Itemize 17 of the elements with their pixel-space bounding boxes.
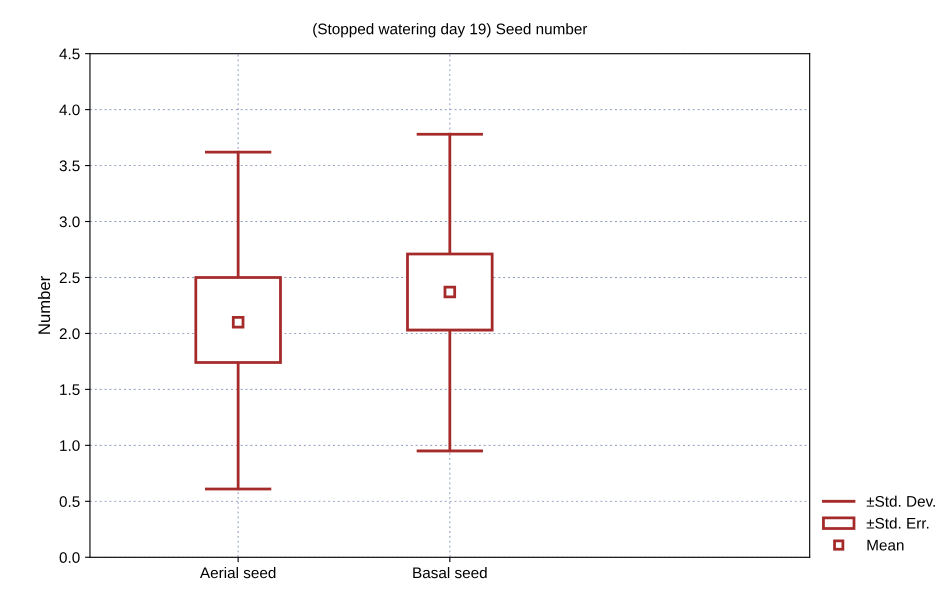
y-tick-label: 1.0	[60, 440, 80, 452]
text: ±Std. Err.	[866, 517, 928, 529]
y-tick-label: 2.0	[60, 328, 80, 340]
y-tick-label: 3.0	[60, 216, 80, 228]
y-tick-label: 2.5	[60, 272, 80, 284]
y-tick-label: 0.0	[60, 552, 80, 563]
text: Mean	[867, 540, 904, 551]
x-tick-label: Basal seed	[413, 566, 487, 578]
y-tick-label: 4.5	[59, 48, 80, 60]
y-tick-label: 3.5	[60, 160, 80, 172]
chart-title: (Stopped watering day 19) Seed number	[313, 23, 588, 38]
text: ±Std. Dev.	[866, 496, 935, 507]
y-tick-label: 1.5	[60, 384, 80, 396]
y-tick-label: 4.0	[59, 104, 80, 116]
x-tick-label: Aerial seed	[200, 566, 276, 578]
y-axis-title: Number	[38, 276, 50, 334]
y-tick-label: 0.5	[60, 496, 80, 507]
